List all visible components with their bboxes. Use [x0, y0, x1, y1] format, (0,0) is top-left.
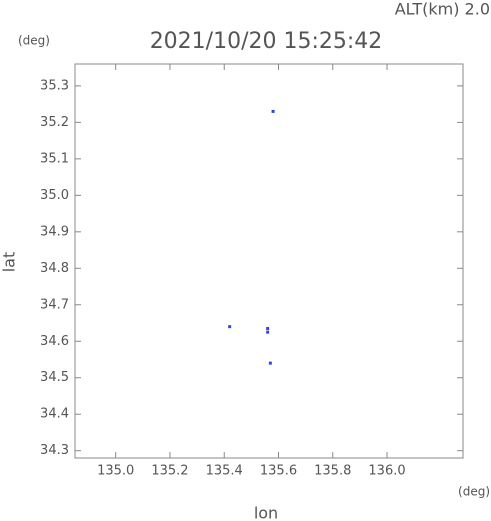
x-tick-label: 135.4 — [206, 464, 243, 479]
x-axis-label: lon — [254, 504, 278, 521]
point — [268, 361, 272, 365]
y-tick-label: 34.7 — [40, 297, 69, 312]
y-tick-label: 34.6 — [40, 334, 69, 349]
x-unit: (deg) — [458, 485, 490, 499]
point — [266, 330, 270, 334]
y-tick-label: 35.1 — [40, 151, 69, 166]
y-tick-label: 34.4 — [40, 407, 69, 422]
point — [271, 109, 275, 113]
x-tick-label: 135.0 — [97, 464, 134, 479]
y-tick-label: 35.2 — [40, 115, 69, 130]
y-tick-label: 35.0 — [40, 188, 69, 203]
x-tick-label: 136.0 — [368, 464, 405, 479]
y-tick-label: 34.3 — [40, 443, 69, 458]
plot-frame — [74, 63, 464, 459]
x-tick-label: 135.6 — [260, 464, 297, 479]
y-unit: (deg) — [18, 34, 50, 48]
y-tick-label: 34.9 — [40, 224, 69, 239]
y-tick-label: 34.5 — [40, 370, 69, 385]
chart-title: 2021/10/20 15:25:42 — [150, 29, 383, 54]
point — [266, 326, 270, 330]
y-tick-label: 34.8 — [40, 261, 69, 276]
y-axis-label: lat — [0, 252, 19, 273]
x-tick-label: 135.2 — [151, 464, 188, 479]
point — [228, 325, 232, 329]
y-tick-label: 35.3 — [40, 78, 69, 93]
x-tick-label: 135.8 — [314, 464, 351, 479]
subtitle: ALT(km) 2.0 — [395, 0, 490, 19]
